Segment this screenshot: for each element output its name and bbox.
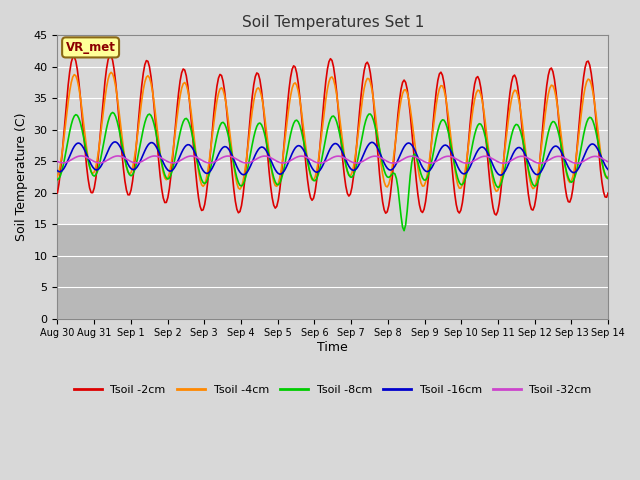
Bar xyxy=(58,224,608,319)
Text: VR_met: VR_met xyxy=(66,41,116,54)
Legend: Tsoil -2cm, Tsoil -4cm, Tsoil -8cm, Tsoil -16cm, Tsoil -32cm: Tsoil -2cm, Tsoil -4cm, Tsoil -8cm, Tsoi… xyxy=(69,381,596,400)
X-axis label: Time: Time xyxy=(317,341,348,354)
Y-axis label: Soil Temperature (C): Soil Temperature (C) xyxy=(15,113,28,241)
Title: Soil Temperatures Set 1: Soil Temperatures Set 1 xyxy=(241,15,424,30)
